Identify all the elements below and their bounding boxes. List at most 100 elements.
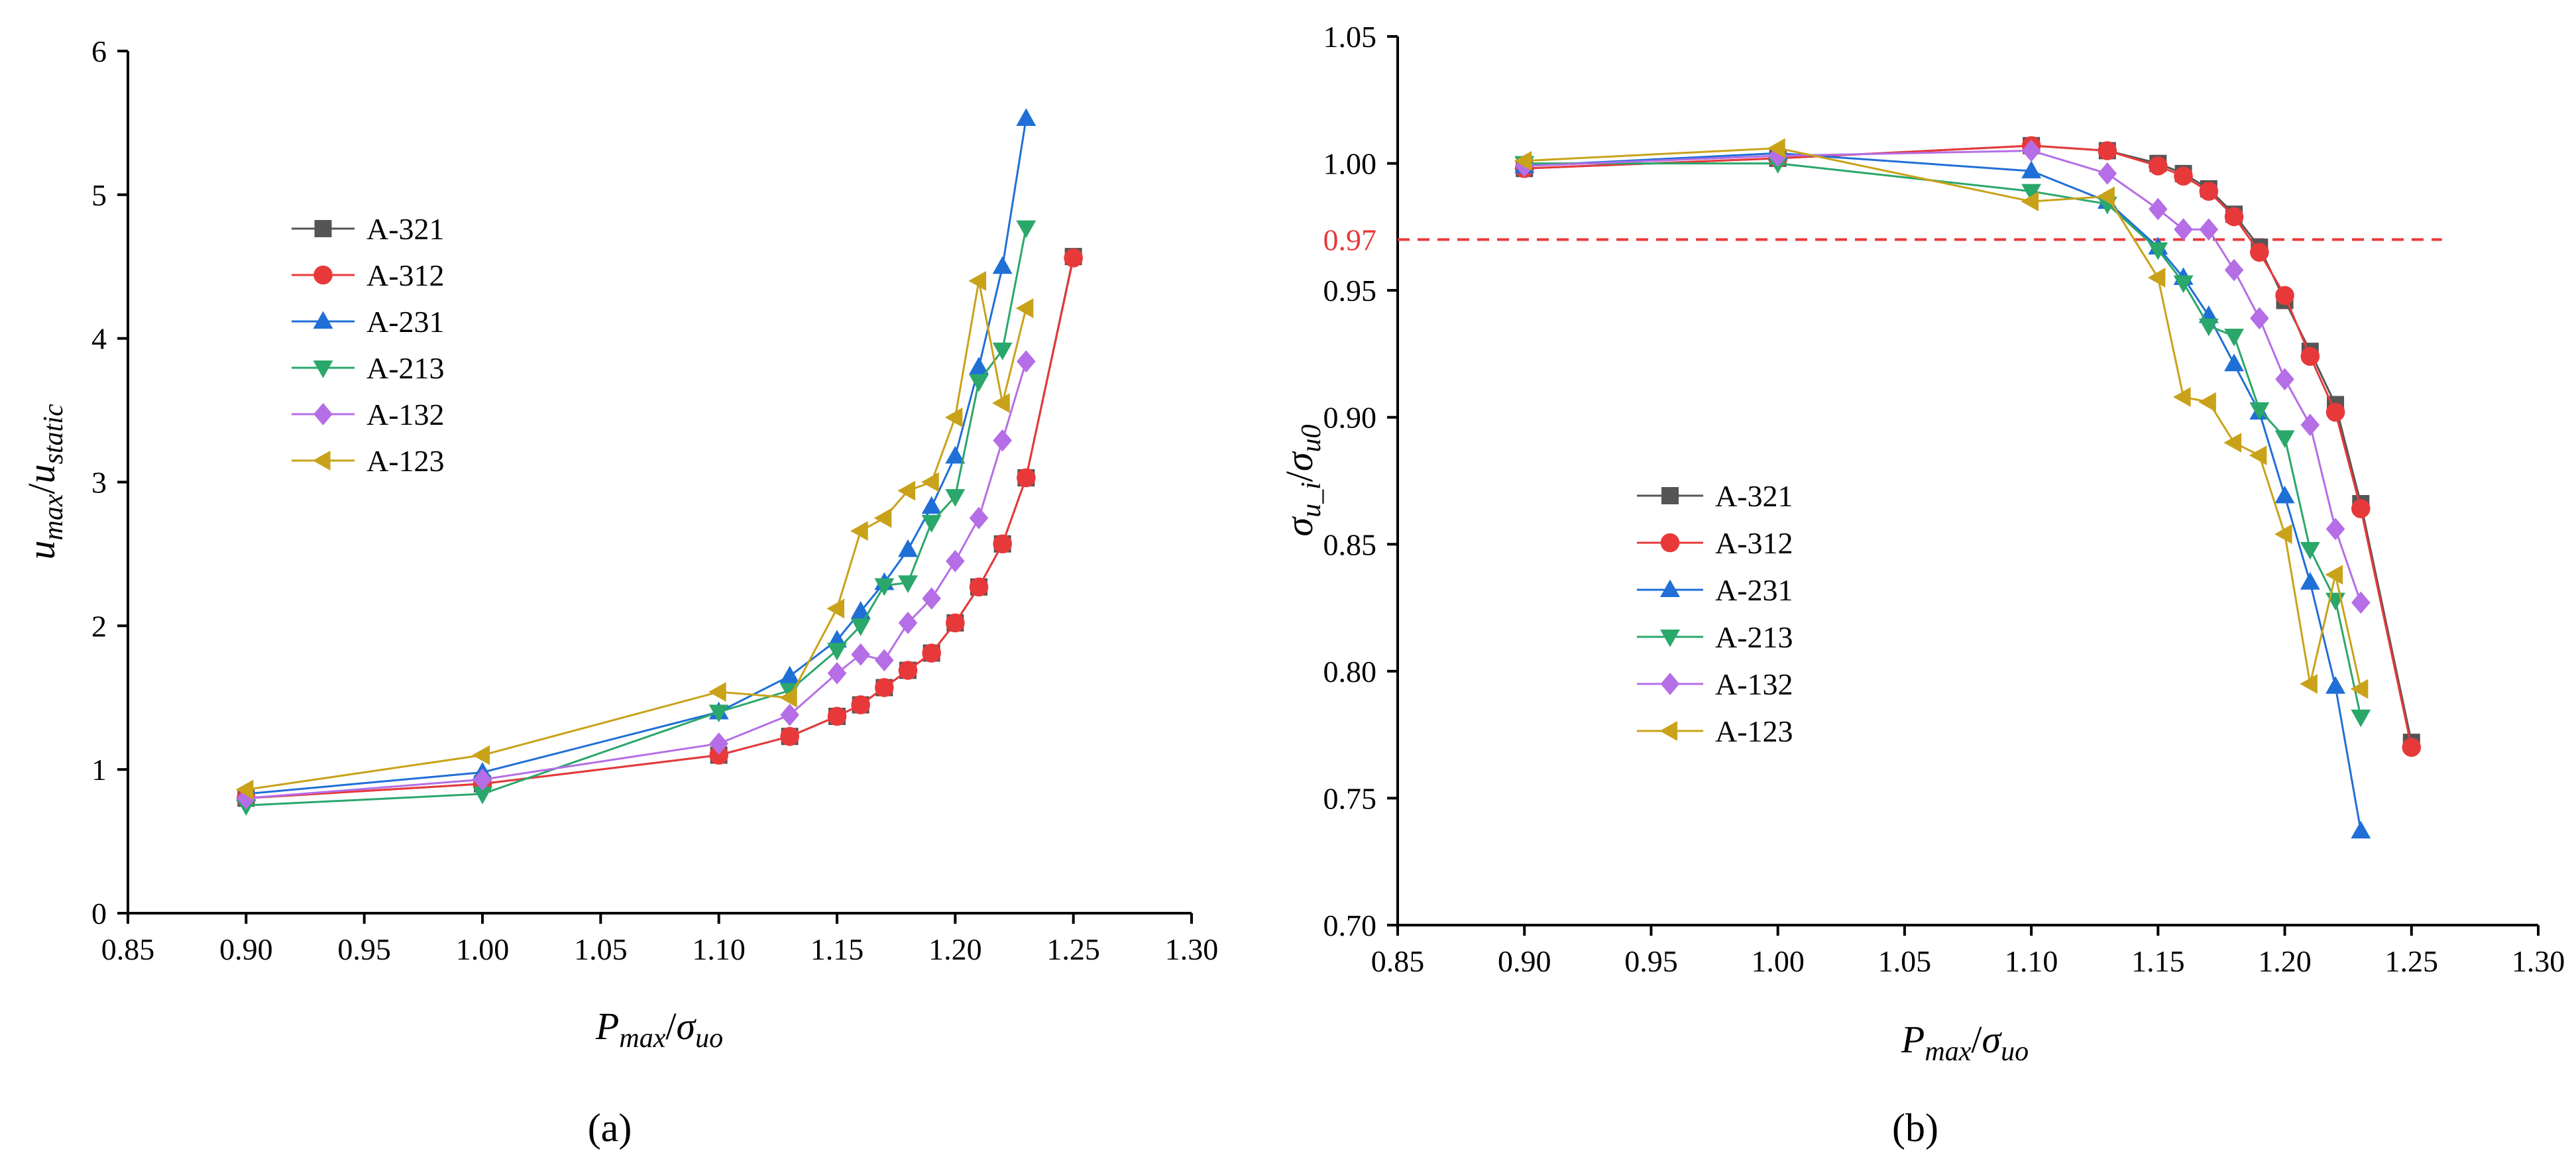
panel-a-y-tick-label: 3: [91, 466, 107, 500]
data-point-a-213: [1016, 220, 1036, 239]
data-point-a-123: [2097, 186, 2115, 207]
panel-a-label: (a): [588, 1106, 632, 1150]
data-point-a-123: [472, 745, 490, 765]
legend-label: A-321: [1715, 479, 1793, 513]
data-point-a-231: [2300, 572, 2320, 590]
data-point-a-132: [2250, 307, 2269, 330]
legend-label: A-132: [366, 398, 445, 431]
legend-entry-a-231: A-231: [1637, 573, 1793, 607]
legend-label: A-312: [366, 258, 445, 292]
data-point-a-312: [2174, 166, 2193, 186]
panel-b-x-tick-label: 1.30: [2512, 944, 2565, 978]
data-point-a-231: [945, 445, 966, 464]
data-point-a-312: [2402, 738, 2422, 757]
series-a-213: [1514, 156, 2371, 728]
data-point-a-132: [2199, 218, 2219, 241]
data-point-a-132: [969, 506, 989, 529]
data-point-a-123: [235, 779, 254, 800]
data-point-a-213: [2148, 242, 2168, 260]
data-point-a-312: [922, 643, 941, 663]
data-point-a-213: [898, 575, 918, 593]
series-line-a-312: [1524, 144, 2413, 748]
data-point-a-132: [1017, 350, 1036, 373]
data-point-a-213: [708, 704, 729, 723]
data-point-a-213: [2198, 318, 2219, 337]
panel-b-legend: A-321 A-312 A-231 A-213 A-132 A-123: [1637, 479, 1793, 748]
data-point-a-312: [993, 534, 1012, 554]
series-a-213: [236, 220, 1036, 816]
data-point-a-123: [2147, 268, 2166, 288]
panel-b-y-tick-label: 0.70: [1323, 909, 1377, 942]
panel-b-x-tick-label: 1.15: [2131, 944, 2185, 978]
data-point-a-312: [709, 746, 728, 765]
data-point-a-123: [779, 687, 797, 708]
legend-label: A-231: [366, 305, 445, 339]
legend-label: A-312: [1715, 526, 1793, 560]
data-point-a-231: [2274, 485, 2295, 504]
panel-b-x-tick-label: 1.05: [1878, 944, 1932, 978]
panel-a-x-tick-label: 1.00: [456, 932, 510, 966]
data-point-a-132: [1768, 144, 1787, 167]
data-point-a-312: [2199, 182, 2219, 201]
data-point-a-123: [897, 480, 916, 501]
data-point-a-231: [898, 539, 918, 557]
panel-b-label: (b): [1892, 1106, 1938, 1150]
data-point-a-123: [1514, 150, 1532, 171]
data-point-a-123: [2300, 674, 2318, 694]
data-point-a-132: [2021, 139, 2041, 162]
series-line-a-321: [1524, 144, 2413, 743]
data-point-a-213: [2224, 329, 2245, 347]
series-a-123: [235, 270, 1034, 800]
data-point-a-132: [898, 612, 918, 634]
data-point-a-312: [2098, 141, 2117, 160]
data-point-a-312: [946, 613, 965, 633]
panel-a-x-tick-label: 1.15: [811, 932, 864, 966]
panel-a-y-tick-label: 2: [91, 609, 107, 643]
data-point-a-132: [922, 587, 941, 610]
data-point-a-213: [850, 618, 871, 636]
series-a-132: [1514, 139, 2371, 614]
legend-marker: [313, 311, 333, 329]
data-point-a-132: [2325, 518, 2345, 541]
legend-label: A-132: [1715, 667, 1793, 701]
data-point-a-213: [969, 374, 989, 392]
data-point-a-231: [969, 357, 989, 375]
series-a-123: [1514, 138, 2369, 699]
panel-a-x-tick-label: 0.95: [337, 932, 391, 966]
legend-entry-a-231: A-231: [292, 305, 445, 339]
data-point-a-213: [2351, 709, 2371, 728]
data-point-a-231: [2021, 160, 2042, 179]
data-point-a-312: [969, 577, 989, 597]
data-point-a-123: [1767, 138, 1785, 158]
legend-entry-a-213: A-213: [292, 351, 445, 385]
legend-entry-a-321: A-321: [292, 212, 445, 246]
panel-a-x-tick-label: 1.30: [1165, 932, 1219, 966]
data-point-a-132: [946, 549, 965, 573]
data-point-a-213: [2021, 184, 2042, 202]
panel-b-x-tick-label: 0.95: [1624, 944, 1678, 978]
data-point-a-312: [827, 706, 847, 726]
series-a-231: [236, 108, 1036, 802]
data-point-a-132: [473, 768, 492, 791]
data-point-a-213: [473, 786, 492, 804]
data-point-a-123: [708, 682, 726, 702]
data-point-a-123: [2325, 565, 2343, 585]
data-point-a-123: [850, 521, 868, 541]
data-point-a-132: [2300, 414, 2320, 437]
data-point-a-123: [2350, 679, 2369, 699]
panel-a-y-tick-label: 4: [91, 322, 107, 356]
data-point-a-132: [237, 787, 256, 810]
series-a-132: [237, 350, 1036, 810]
legend-label: A-231: [1715, 573, 1793, 607]
panel-b-x-tick-label: 0.90: [1498, 944, 1551, 978]
panel-b-chart: 0.97 0.85 0.90 0.95 1.00 1.05 1.10 1.15 1.20 1.2…: [1278, 20, 2565, 1150]
data-point-a-231: [1016, 108, 1036, 126]
legend-marker: [313, 403, 333, 425]
data-point-a-312: [1064, 248, 1083, 268]
data-point-a-312: [2325, 402, 2345, 422]
panel-a-x-axis-title: Pmax/σuo: [595, 1005, 723, 1054]
panel-b-x-tick-label: 1.10: [2005, 944, 2058, 978]
legend-entry-a-321: A-321: [1637, 479, 1793, 513]
data-point-a-123: [2198, 392, 2216, 412]
panel-a-x-tick-label: 1.25: [1046, 932, 1100, 966]
